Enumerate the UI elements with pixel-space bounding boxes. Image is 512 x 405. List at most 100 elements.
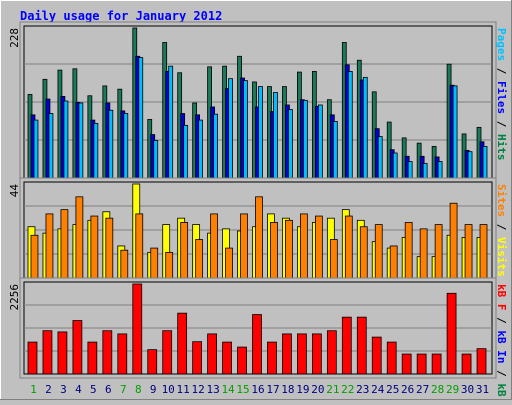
bar-sites-day-11 (180, 222, 189, 279)
bar-kb-f-day-27 (416, 353, 427, 375)
series-label-part: Files (495, 81, 508, 114)
bar-pages-day-12 (198, 119, 204, 179)
bar-kb-f-day-30 (461, 353, 472, 375)
bar-pages-day-17 (273, 92, 278, 179)
x-tick-label-day-22: 22 (341, 383, 354, 396)
bar-kb-f-day-18 (282, 333, 292, 375)
bar-kb-f-day-14 (222, 341, 232, 375)
bar-kb-f-day-17 (267, 341, 277, 375)
bar-pages-day-15 (243, 80, 248, 179)
series-label-part: / (495, 114, 508, 134)
x-tick-label-day-16: 16 (251, 383, 264, 396)
x-tick-label-day-26: 26 (401, 383, 414, 396)
chart-title: Daily usage for January 2012 (20, 9, 222, 23)
x-tick-label-day-8: 8 (135, 383, 142, 396)
bar-pages-day-11 (183, 124, 189, 179)
x-tick-label-day-31: 31 (476, 383, 489, 396)
bar-pages-day-24 (377, 136, 383, 179)
bar-kb-f-day-5 (87, 341, 98, 375)
bar-sites-day-23 (359, 226, 368, 279)
bar-kb-f-day-29 (446, 292, 457, 375)
bar-sites-day-24 (374, 224, 383, 279)
x-tick-label-day-5: 5 (90, 383, 97, 396)
x-axis: 1 2 3 4 5 6 7 8 9 10 11 12 13 14 15 16 17 18 19 20 21 22 23 24 2… (30, 383, 489, 396)
bar-sites-day-12 (195, 239, 204, 279)
bar-kb-f-day-13 (207, 333, 217, 375)
bar-pages-day-3 (63, 100, 69, 179)
bar-pages-day-25 (392, 152, 398, 179)
x-tick-label-day-29: 29 (446, 383, 459, 396)
x-tick-label-day-17: 17 (266, 383, 279, 396)
bar-sites-day-30 (464, 224, 473, 279)
x-tick-label-day-27: 27 (416, 383, 429, 396)
panel-max-label: 228 (8, 28, 21, 48)
bar-kb-f-day-20 (311, 333, 322, 375)
series-label-part: / (495, 364, 508, 384)
bar-kb-f-day-15 (237, 346, 247, 375)
x-tick-label-day-10: 10 (162, 383, 175, 396)
bar-sites-day-10 (165, 251, 174, 279)
bar-pages-day-18 (288, 109, 293, 179)
bar-pages-day-23 (362, 76, 368, 179)
x-tick-label-day-19: 19 (296, 383, 309, 396)
x-tick-label-day-13: 13 (206, 383, 219, 396)
bar-kb-f-day-23 (356, 316, 367, 375)
x-tick-label-day-18: 18 (281, 383, 294, 396)
bar-sites-day-7 (120, 249, 129, 279)
bar-kb-f-day-25 (386, 341, 397, 375)
bar-sites-day-8 (135, 213, 144, 279)
bar-pages-day-8 (138, 57, 144, 179)
bar-sites-day-3 (60, 209, 69, 279)
x-tick-label-day-28: 28 (431, 383, 444, 396)
bar-kb-f-day-24 (371, 336, 382, 375)
bar-sites-day-31 (479, 224, 488, 279)
series-sites (30, 196, 488, 279)
x-tick-label-day-25: 25 (386, 383, 399, 396)
bar-kb-f-day-2 (42, 330, 53, 375)
x-tick-label-day-14: 14 (221, 383, 235, 396)
series-kb-f (27, 283, 487, 375)
x-tick-label-day-11: 11 (177, 383, 190, 396)
panel-hits-files-pages: 228 Pages / Files / Hits (8, 21, 508, 183)
bar-pages-day-20 (317, 104, 323, 179)
bar-sites-day-4 (75, 196, 84, 279)
bar-sites-day-13 (210, 213, 218, 279)
bar-pages-day-14 (228, 78, 233, 179)
x-tick-label-day-21: 21 (326, 383, 339, 396)
bar-sites-day-5 (90, 215, 99, 279)
bar-sites-day-16 (255, 196, 263, 279)
bar-pages-day-16 (258, 86, 263, 179)
x-tick-label-day-23: 23 (356, 383, 369, 396)
series-label-part: Visits (495, 237, 508, 277)
bar-pages-day-13 (213, 113, 218, 179)
series-label-part: kB In (495, 330, 508, 363)
panel-series-label: Pages / Files / Hits (495, 28, 508, 161)
bar-kb-f-day-26 (401, 353, 412, 375)
x-tick-label-day-9: 9 (150, 383, 157, 396)
bar-sites-day-14 (225, 247, 233, 279)
series-label-part: Pages (495, 28, 508, 61)
series-label-part: / (495, 311, 508, 331)
x-tick-label-day-6: 6 (105, 383, 112, 396)
bar-kb-f-day-12 (192, 341, 203, 375)
x-tick-label-day-1: 1 (30, 383, 37, 396)
bar-pages-day-26 (407, 161, 413, 179)
bar-pages-day-27 (422, 163, 428, 179)
bar-sites-day-9 (150, 247, 159, 279)
series-label-part: / (495, 217, 508, 237)
x-tick-label-day-30: 30 (461, 383, 474, 396)
bar-sites-day-29 (449, 202, 458, 279)
bar-pages-day-21 (332, 121, 338, 179)
bar-kb-f-day-31 (476, 348, 487, 375)
x-tick-label-day-4: 4 (75, 383, 82, 396)
bar-kb-f-day-9 (147, 349, 158, 375)
bar-sites-day-27 (419, 228, 428, 279)
bar-pages-day-5 (93, 122, 99, 179)
bar-sites-day-6 (105, 217, 114, 279)
series-label-part: Sites (495, 184, 508, 217)
panel-max-label: 2256 (8, 284, 21, 311)
bar-sites-day-20 (314, 215, 323, 279)
x-tick-label-day-2: 2 (45, 383, 52, 396)
series-label-part: Hits (495, 134, 508, 161)
